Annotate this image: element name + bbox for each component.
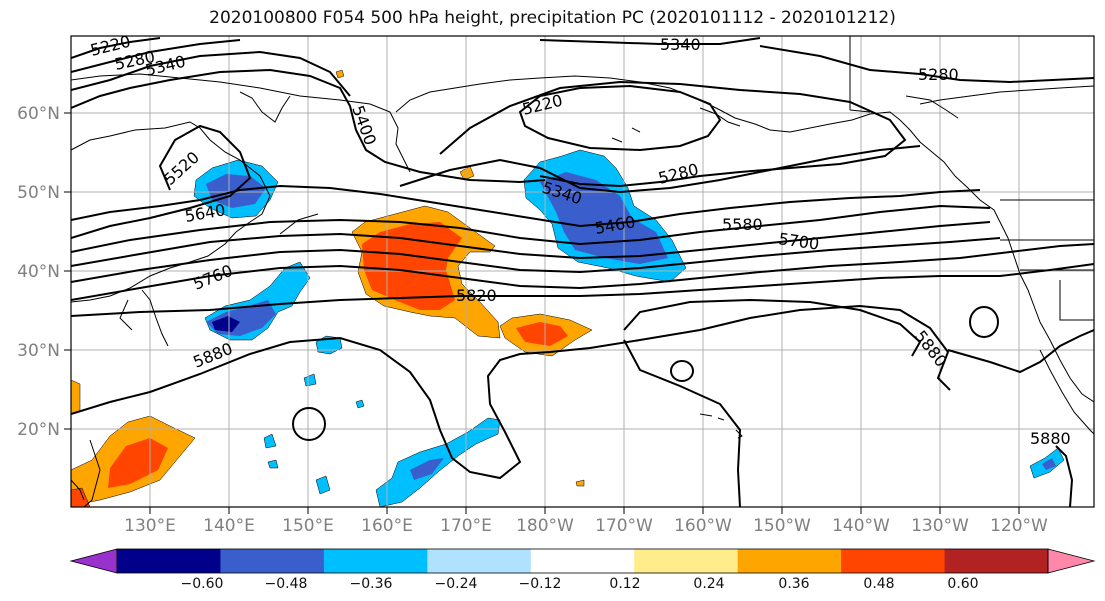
colorbar-segments (69, 548, 1096, 574)
contour-label: 5880 (1030, 429, 1071, 448)
colorbar-extension-low (69, 548, 118, 574)
lon-label: 140°E (203, 516, 255, 536)
contour-high-small (670, 360, 694, 382)
shade-positive-sw-red (108, 438, 168, 488)
axis-ticks (64, 112, 1020, 514)
colorbar-tick-label: −0.48 (265, 576, 308, 592)
plot-title: 2020100800 F054 500 hPa height, precipit… (209, 8, 896, 28)
latitude-labels: 60°N 50°N 40°N 30°N 20°N (17, 104, 60, 440)
contour-label: 5280 (918, 65, 959, 84)
graticule (71, 36, 1094, 507)
contour-5880-main (71, 304, 951, 480)
colorbar-segment (427, 549, 532, 573)
contour-5400 (71, 68, 546, 184)
contour-5820 (71, 263, 1094, 317)
colorbar-segment (530, 549, 635, 573)
contour-5220-west (71, 37, 161, 59)
lon-label: 120°W (990, 516, 1048, 536)
colorbar-segment (737, 549, 842, 573)
colorbar-segment (841, 549, 946, 573)
contour-5280-low (439, 80, 907, 188)
contour-5280-ne (759, 45, 1094, 84)
contour-label: 5820 (456, 286, 497, 305)
colorbar-tick-label: −0.60 (181, 576, 224, 592)
contour-high-small-2 (969, 306, 999, 338)
colorbar-tick-label: −0.12 (519, 576, 562, 592)
lon-label: 150°E (282, 516, 334, 536)
contour-5340-north (539, 37, 761, 45)
lat-label: 50°N (17, 183, 60, 203)
contour-5220-low (518, 84, 722, 152)
coastlines (71, 36, 1094, 507)
colorbar-tick-label: −0.24 (435, 576, 478, 592)
height-contours (71, 37, 1094, 507)
longitude-labels: 130°E 140°E 150°E 160°E 170°E 180°W 170°… (124, 516, 1048, 536)
colorbar-tick-label: 0.48 (863, 576, 894, 592)
colorbar-tick-label: 0.24 (693, 576, 724, 592)
contour-5640 (71, 221, 991, 267)
lon-label: 160°E (361, 516, 413, 536)
lat-label: 20°N (17, 420, 60, 440)
colorbar: −0.60 −0.48 −0.36 −0.24 −0.12 0.12 0.24 … (69, 548, 1096, 592)
contour-5760 (71, 243, 1094, 301)
colorbar-tick-label: 0.36 (778, 576, 809, 592)
contour-5340 (399, 145, 921, 194)
contour-5880-loop (623, 339, 742, 507)
contour-5700 (71, 237, 1001, 283)
precipitation-shading (71, 69, 1065, 507)
contour-5460 (71, 184, 981, 228)
colorbar-tick-labels: −0.60 −0.48 −0.36 −0.24 −0.12 0.12 0.24 … (181, 576, 979, 592)
contour-5280-west (71, 39, 241, 73)
contour-high-small-3 (292, 407, 326, 441)
colorbar-segment (944, 549, 1049, 573)
lat-label: 30°N (17, 341, 60, 361)
lon-label: 180°W (516, 516, 574, 536)
lon-label: 130°W (911, 516, 969, 536)
contour-label: 5340 (660, 35, 701, 54)
lon-label: 150°W (753, 516, 811, 536)
contour-5880-ring (623, 298, 922, 357)
colorbar-tick-label: −0.36 (350, 576, 393, 592)
colorbar-segment (634, 549, 739, 573)
lon-label: 160°W (674, 516, 732, 536)
colorbar-segment (117, 549, 221, 573)
lon-label: 170°E (440, 516, 492, 536)
contour-5340-west (71, 50, 351, 97)
lon-label: 170°W (595, 516, 653, 536)
lon-label: 130°E (124, 516, 176, 536)
contour-5580 (71, 204, 991, 253)
colorbar-segment (323, 549, 428, 573)
colorbar-frame (116, 548, 1049, 574)
lon-label: 140°W (832, 516, 890, 536)
lat-label: 40°N (17, 262, 60, 282)
colorbar-extension-high (1047, 548, 1096, 574)
colorbar-segment (220, 549, 325, 573)
colorbar-tick-label: 0.60 (947, 576, 978, 592)
lat-label: 60°N (17, 104, 60, 124)
contour-5520 (71, 124, 252, 239)
map-area: 5220 5280 5340 5340 5280 5400 5220 5280 … (71, 35, 1094, 507)
shade-positive-central-red (516, 322, 568, 346)
colorbar-tick-label: 0.12 (609, 576, 640, 592)
contour-label: 5580 (722, 215, 763, 234)
